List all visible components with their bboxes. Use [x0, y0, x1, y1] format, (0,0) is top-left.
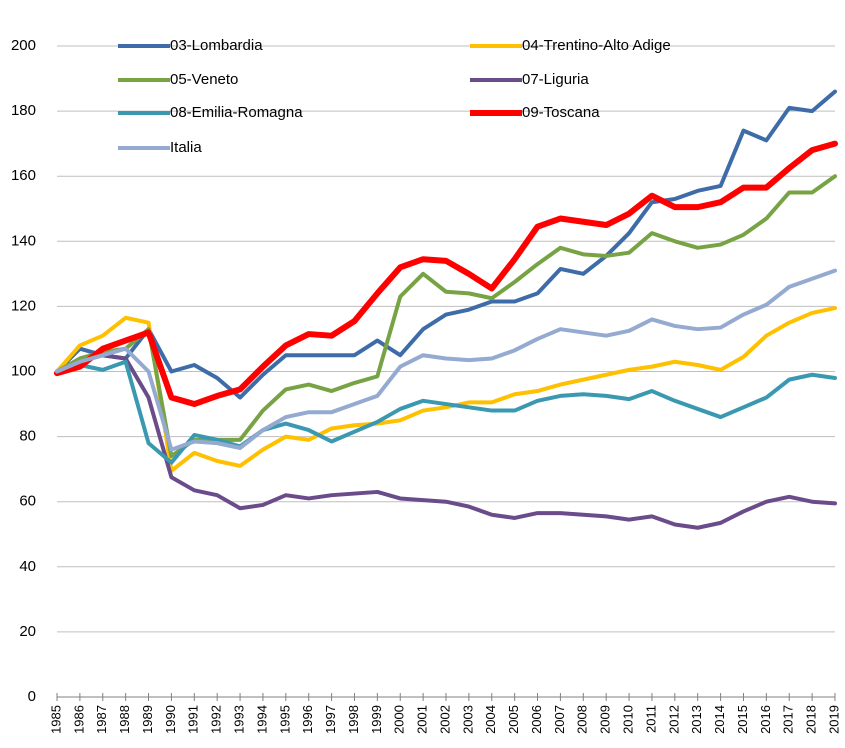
y-tick-label: 80	[19, 428, 36, 445]
x-tick-label: 2014	[712, 705, 727, 734]
x-tick-label: 1988	[117, 705, 132, 734]
x-tick-label: 2016	[758, 705, 773, 734]
x-tick-label: 2000	[392, 705, 407, 734]
y-tick-label: 0	[28, 688, 36, 705]
x-tick-label: 2004	[483, 705, 498, 734]
x-tick-label: 1994	[254, 705, 269, 734]
y-tick-label: 180	[11, 102, 36, 119]
x-tick-label: 2013	[689, 705, 704, 734]
x-tick-label: 1998	[346, 705, 361, 734]
legend-label: 08-Emilia-Romagna	[170, 104, 303, 121]
x-tick-label: 1991	[186, 705, 201, 734]
x-tick-label: 1993	[231, 705, 246, 734]
x-tick-label: 2007	[552, 705, 567, 734]
series-line	[55, 353, 837, 530]
x-tick-label: 2001	[415, 705, 430, 734]
x-tick-label: 1999	[369, 705, 384, 734]
y-tick-label: 120	[11, 297, 36, 314]
x-tick-label: 1985	[48, 705, 63, 734]
x-tick-label: 2005	[506, 705, 521, 734]
x-tick-label: 1997	[323, 705, 338, 734]
x-tick-label: 1996	[300, 705, 315, 734]
x-tick-label: 2008	[575, 705, 590, 734]
x-tick-label: 2012	[666, 705, 681, 734]
series-line	[55, 89, 837, 400]
y-tick-label: 200	[11, 37, 36, 54]
legend-label: 05-Veneto	[170, 71, 238, 88]
x-tick-label: 2018	[804, 705, 819, 734]
series-line	[54, 140, 838, 408]
legend-label: 04-Trentino-Alto Adige	[522, 37, 671, 54]
x-tick-label: 1992	[209, 705, 224, 734]
x-tick-label: 1989	[140, 705, 155, 734]
series-line	[55, 268, 837, 452]
y-tick-label: 160	[11, 167, 36, 184]
x-tick-label: 2019	[826, 705, 841, 734]
legend-label: 07-Liguria	[522, 71, 589, 88]
legend-label: 03-Lombardia	[170, 37, 263, 54]
y-tick-label: 40	[19, 558, 36, 575]
x-tick-label: 1986	[71, 705, 86, 734]
x-tick-label: 2009	[598, 705, 613, 734]
x-tick-label: 2003	[460, 705, 475, 734]
x-tick-label: 1995	[277, 705, 292, 734]
x-tick-label: 1990	[163, 705, 178, 734]
x-tick-label: 2011	[643, 705, 658, 733]
y-tick-label: 60	[19, 493, 36, 510]
series-line	[55, 306, 837, 473]
x-tick-label: 2015	[735, 705, 750, 734]
x-tick-label: 1987	[94, 705, 109, 734]
y-tick-label: 100	[11, 362, 36, 379]
y-tick-label: 140	[11, 232, 36, 249]
x-tick-label: 2017	[781, 705, 796, 734]
x-tick-label: 2006	[529, 705, 544, 734]
legend-label: Italia	[170, 139, 202, 156]
x-tick-label: 2002	[437, 705, 452, 734]
y-tick-label: 20	[19, 623, 36, 640]
x-tick-label: 2010	[620, 705, 635, 734]
legend-label: 09-Toscana	[522, 104, 600, 121]
